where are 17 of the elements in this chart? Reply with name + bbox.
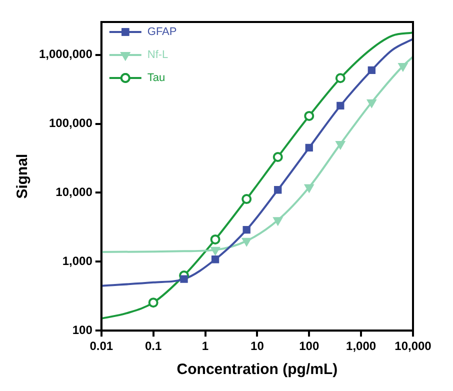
y-tick-label: 10,000 <box>56 185 93 200</box>
y-tick-label: 100,000 <box>48 116 93 130</box>
legend-label: Nf-L <box>147 49 168 62</box>
x-tick-label: 10 <box>250 339 264 354</box>
x-tick-label: 0.01 <box>90 339 114 354</box>
y-tick-label: 100 <box>72 322 93 337</box>
legend-label: GFAP <box>147 26 177 38</box>
x-tick-label: 1,000 <box>346 339 376 354</box>
x-axis-title: Concentration (pg/mL) <box>176 361 338 378</box>
x-tick-label: 10,000 <box>394 339 432 354</box>
legend-label: Tau <box>147 72 166 84</box>
x-tick-label: 1 <box>202 339 209 354</box>
x-tick-label: 0.1 <box>144 339 162 354</box>
y-tick-label: 1,000,000 <box>38 47 93 62</box>
y-tick-label: 1,000 <box>62 254 93 268</box>
x-tick-label: 100 <box>299 339 320 354</box>
y-axis-title: Signal <box>14 154 32 199</box>
